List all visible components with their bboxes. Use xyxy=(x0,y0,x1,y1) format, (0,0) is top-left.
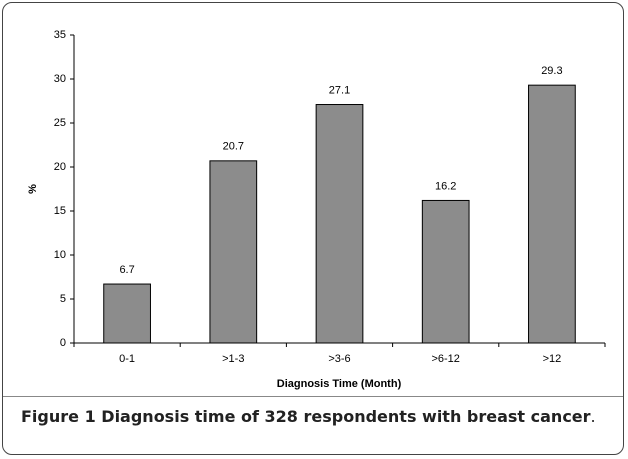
y-axis-title: % xyxy=(27,184,39,194)
data-label: 20.7 xyxy=(223,141,244,153)
x-tick-label: >1-3 xyxy=(222,353,244,365)
x-tick-label: >6-12 xyxy=(431,353,459,365)
bar xyxy=(103,283,151,344)
bar xyxy=(528,84,576,344)
y-tick-label: 10 xyxy=(54,249,66,261)
y-tick-label: 20 xyxy=(54,161,66,173)
caption: Figure 1 Diagnosis time of 328 responden… xyxy=(21,405,606,429)
data-label: 27.1 xyxy=(329,84,350,96)
bar xyxy=(209,160,258,344)
x-tick-label: >3-6 xyxy=(328,353,350,365)
x-tick-label: >12 xyxy=(543,353,562,365)
data-label: 16.2 xyxy=(435,180,456,192)
x-axis-title: Diagnosis Time (Month) xyxy=(277,378,402,390)
figure-frame: % Diagnosis Time (Month) 0 5 10 15 20 25 30 35 0… xyxy=(2,2,624,455)
bar xyxy=(421,199,470,344)
chart: % Diagnosis Time (Month) 0 5 10 15 20 25 30 35 0… xyxy=(27,29,606,390)
y-tick-label: 35 xyxy=(54,29,66,41)
data-label: 6.7 xyxy=(119,264,134,276)
caption-text: Diagnosis time of 328 respondents with b… xyxy=(101,407,591,426)
y-tick-label: 15 xyxy=(54,205,66,217)
caption-end: . xyxy=(590,407,596,426)
separator xyxy=(3,396,623,397)
y-tick-label: 25 xyxy=(54,117,66,129)
caption-label: Figure 1 xyxy=(21,407,96,426)
y-tick-label: 30 xyxy=(54,73,66,85)
data-label: 29.3 xyxy=(541,65,562,77)
y-tick-label: 0 xyxy=(60,337,66,349)
y-tick-label: 5 xyxy=(60,293,66,305)
bar xyxy=(315,104,364,344)
x-tick-label: 0-1 xyxy=(119,353,135,365)
